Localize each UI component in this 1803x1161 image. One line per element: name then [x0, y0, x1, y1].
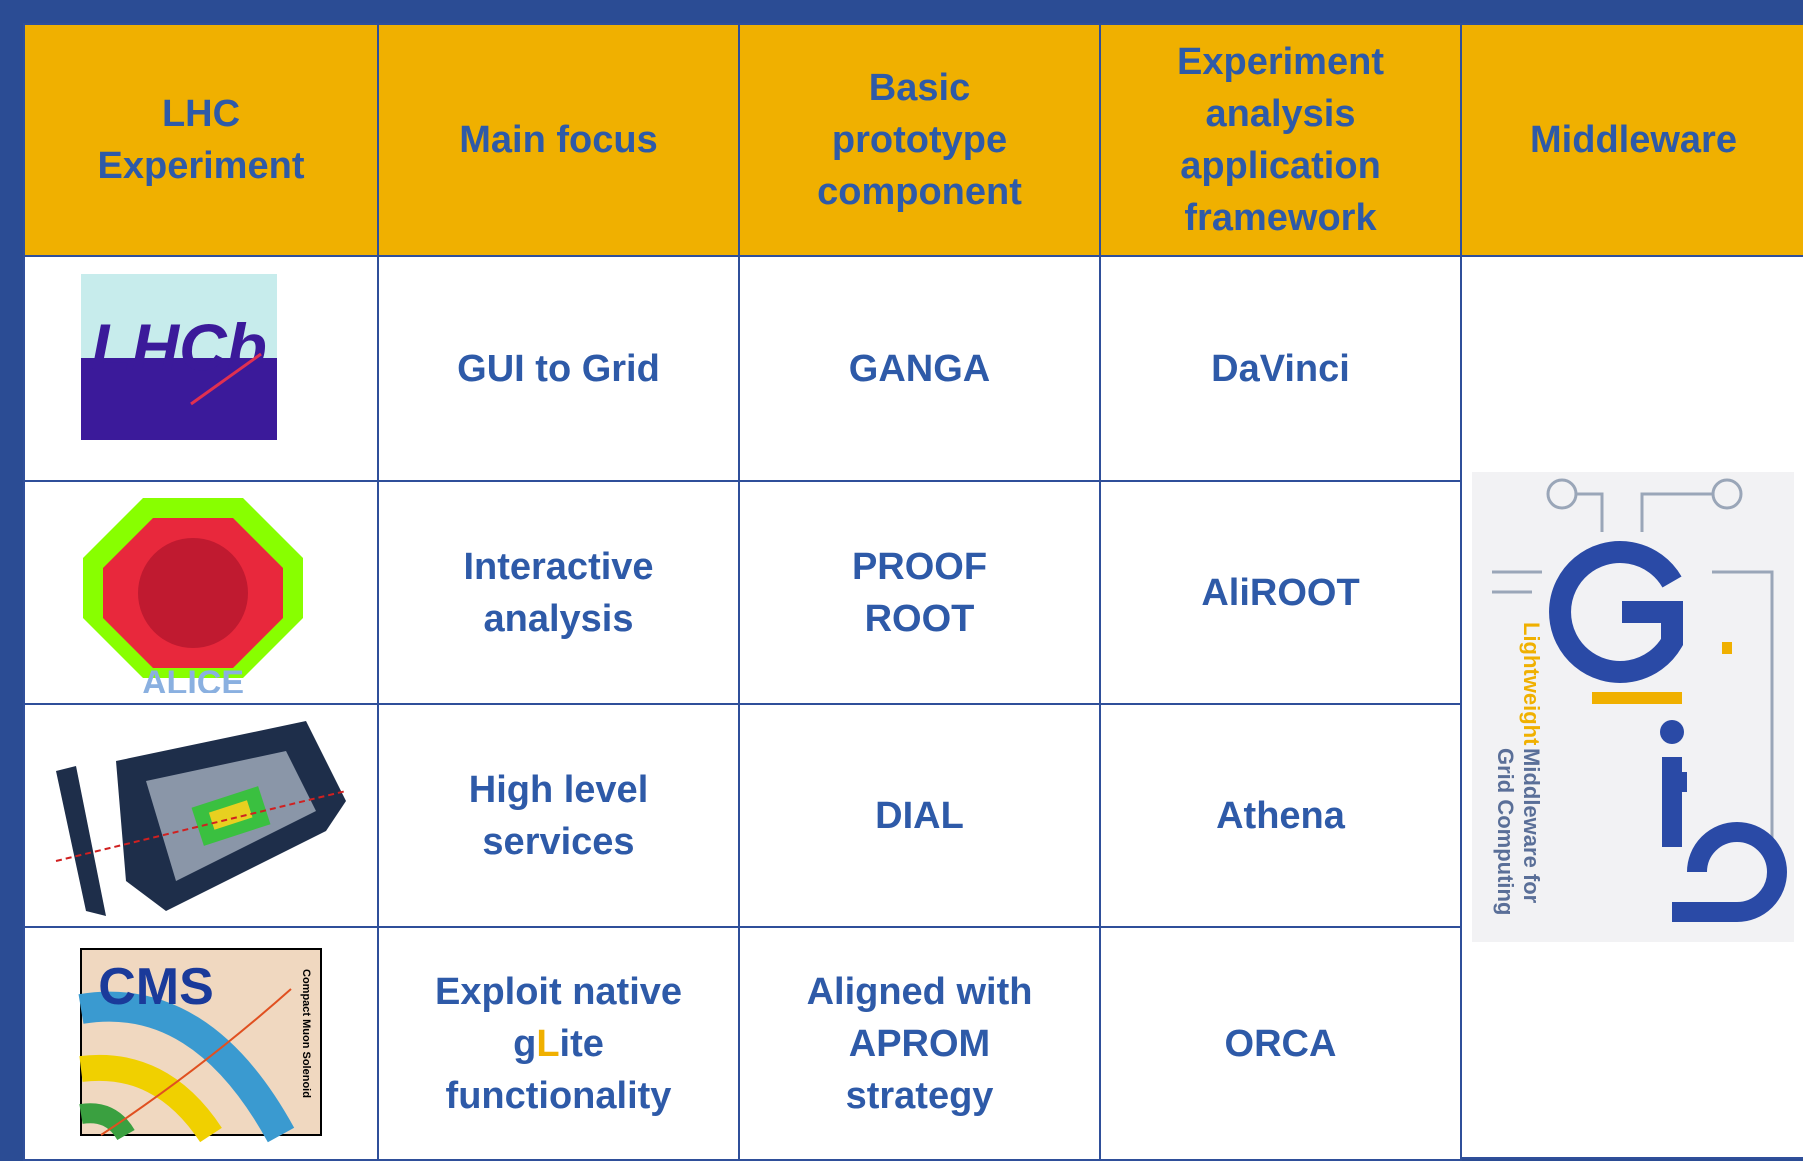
cell-line: application [1180, 145, 1381, 187]
logo-text: ALICE [142, 664, 244, 693]
atlas-image [55, 720, 347, 916]
cell-line: Exploit native [434, 970, 683, 1013]
cell-line: prototype [831, 119, 1008, 161]
table-cell: Athena [1099, 703, 1462, 928]
cell-line: Athena [1216, 794, 1345, 837]
cell-line: DaVinci [1211, 347, 1350, 390]
header-cell: Middleware [1460, 23, 1803, 257]
cell-line: GANGA [848, 347, 991, 390]
text-part: ite [559, 1022, 604, 1065]
cell-line: ROOT [864, 597, 975, 640]
table-cell: PROOF ROOT [738, 480, 1101, 705]
logo-cell: LHCb [23, 255, 379, 482]
table-cell: AliROOT [1099, 480, 1462, 705]
cell-line: analysis [1205, 93, 1356, 135]
cell-line: GUI to Grid [457, 347, 660, 390]
middleware-cell: Lightweight Middleware for Grid Computin… [1460, 255, 1803, 1159]
cell-line: Aligned with [806, 970, 1033, 1013]
table-cell: DIAL [738, 703, 1101, 928]
cell-line: Main focus [459, 119, 658, 161]
glite-caption: Grid Computing [1493, 748, 1518, 915]
experiment-logo: ALICE [83, 497, 303, 693]
cell-line: Experiment [1177, 41, 1384, 83]
header-cell: Experiment analysis application framework [1099, 23, 1462, 257]
table-cell: Exploit native gLite functionality [377, 926, 740, 1161]
logo-cell [23, 703, 379, 928]
cell-line: gLite [513, 1018, 604, 1070]
cell-line: AliROOT [1201, 571, 1360, 614]
experiment-logo: CMS Compact Muon Solenoid [78, 947, 322, 1142]
cell-line: High level [468, 768, 649, 811]
glite-tagline: Lightweight [1519, 622, 1544, 746]
text-part: L [536, 1022, 560, 1065]
cell-line: strategy [845, 1074, 994, 1117]
table-cell: Aligned with APROM strategy [738, 926, 1101, 1161]
header-cell: Main focus [377, 23, 740, 257]
logo-cell: CMS Compact Muon Solenoid [23, 926, 379, 1161]
glite-caption: Middleware for [1519, 748, 1544, 904]
cell-line: Middleware [1530, 119, 1737, 161]
header-cell: LHC Experiment [23, 23, 379, 257]
logo-text: LHCb [91, 310, 267, 384]
cell-line: framework [1184, 197, 1377, 239]
logo-text: CMS [98, 958, 214, 1016]
cell-line: Interactive [463, 545, 654, 588]
cell-line: ORCA [1224, 1022, 1337, 1065]
table-cell: GANGA [738, 255, 1101, 482]
cell-line: Experiment [97, 145, 305, 187]
experiment-logo: LHCb [81, 273, 277, 440]
table-cell: GUI to Grid [377, 255, 740, 482]
cell-line: PROOF [851, 545, 988, 588]
header-cell: Basic prototype component [738, 23, 1101, 257]
text-part: g [513, 1022, 537, 1065]
table-cell: High level services [377, 703, 740, 928]
logo-cell: ALICE [23, 480, 379, 705]
cell-line: services [482, 820, 635, 863]
cell-line: component [817, 171, 1022, 213]
cell-line: DIAL [875, 794, 964, 837]
table-cell: ORCA [1099, 926, 1462, 1161]
cell-line: APROM [848, 1022, 991, 1065]
cell-line: LHC [161, 93, 241, 135]
logo-caption: Compact Muon Solenoid [300, 969, 312, 1098]
cell-line: Basic [868, 67, 971, 109]
cell-line: analysis [483, 597, 634, 640]
table-cell: DaVinci [1099, 255, 1462, 482]
table-cell: Interactive analysis [377, 480, 740, 705]
glite-logo: Lightweight Middleware for Grid Computin… [1471, 472, 1794, 942]
cell-line: functionality [445, 1074, 672, 1117]
